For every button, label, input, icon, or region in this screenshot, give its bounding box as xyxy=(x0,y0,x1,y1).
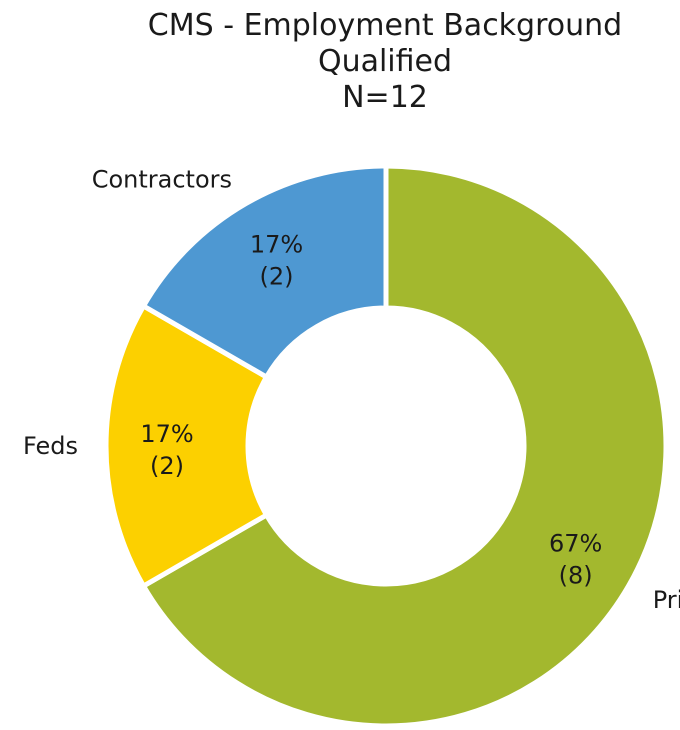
slice-label-feds: Feds xyxy=(23,432,78,460)
slice-label-contractors: Contractors xyxy=(92,165,232,193)
chart-title-line-1: CMS - Employment Background xyxy=(147,8,623,43)
slice-percent-feds: 17% xyxy=(140,420,193,448)
slice-count-private-sector: (8) xyxy=(559,562,593,590)
slice-count-feds: (2) xyxy=(150,452,184,480)
slice-label-private-sector: Private Sector xyxy=(653,586,680,614)
slice-percent-contractors: 17% xyxy=(250,230,303,258)
chart-title: CMS - Employment Background Qualified N=… xyxy=(0,8,680,116)
slice-contractors xyxy=(141,163,389,380)
slice-private-sector xyxy=(141,163,669,729)
slice-count-contractors: (2) xyxy=(260,262,294,290)
slice-feds xyxy=(103,303,269,589)
slice-percent-private-sector: 67% xyxy=(549,530,602,558)
chart-title-line-2: Qualified xyxy=(317,44,453,79)
chart-title-line-3: N=12 xyxy=(342,80,428,115)
